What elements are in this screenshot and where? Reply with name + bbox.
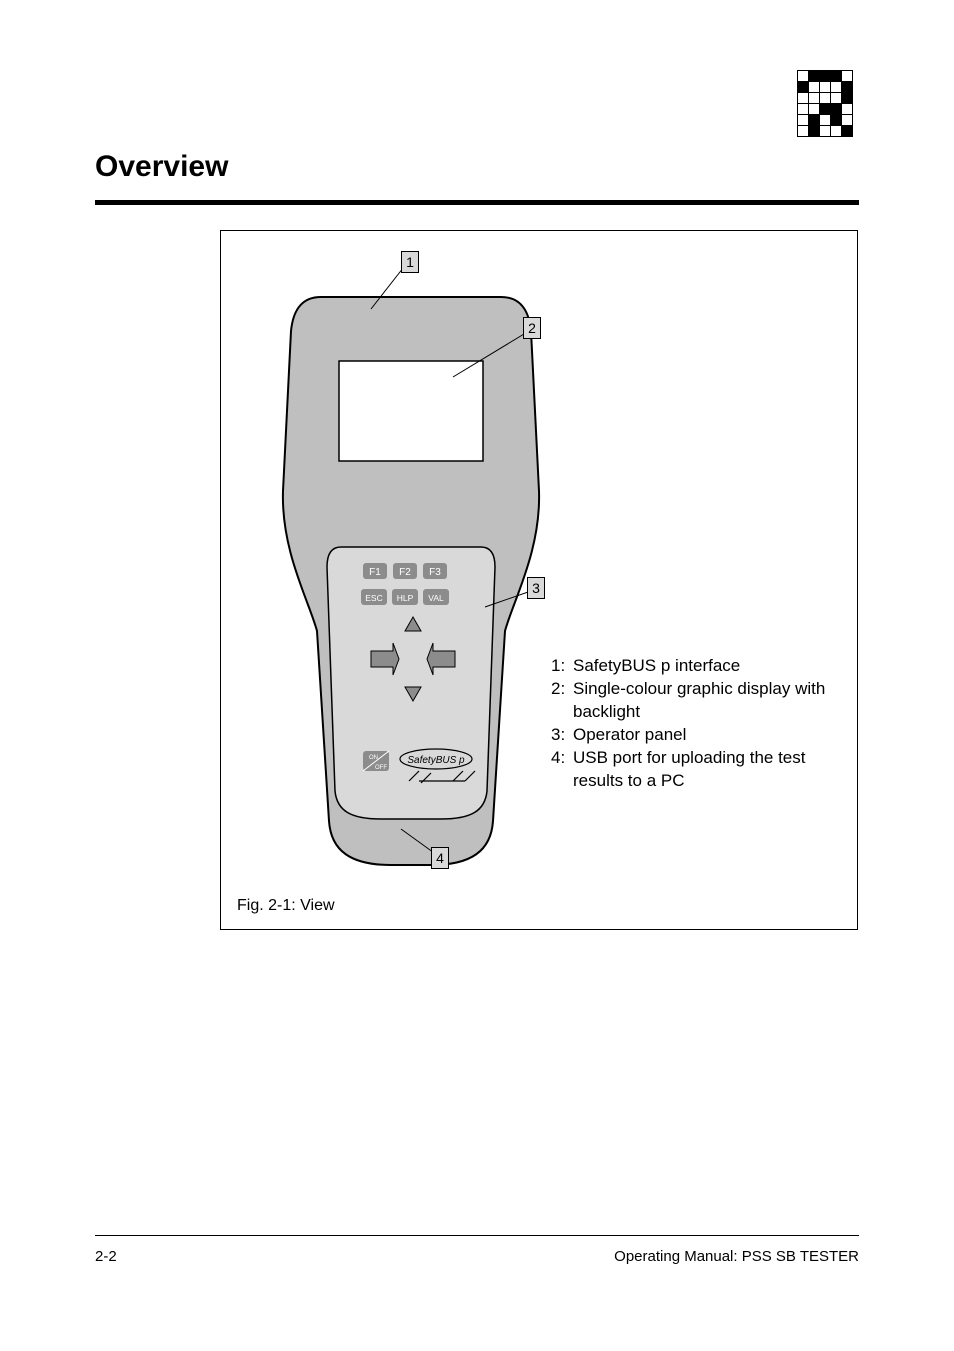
callout-4: 4 xyxy=(431,847,449,869)
legend-2-num: 2: xyxy=(551,678,573,724)
title-underline xyxy=(95,200,859,205)
key-val-label: VAL xyxy=(428,593,444,603)
page-number: 2-2 xyxy=(95,1248,117,1265)
leader-line-2 xyxy=(451,329,531,379)
key-f2-label: F2 xyxy=(399,567,411,578)
legend-4-text: USB port for uploading the test results … xyxy=(573,747,853,793)
figure-caption: Fig. 2-1: View xyxy=(237,897,335,915)
key-esc-label: ESC xyxy=(365,593,382,603)
key-hlp-label: HLP xyxy=(397,593,414,603)
legend-2-text: Single-colour graphic display with backl… xyxy=(573,678,843,724)
brand-label: SafetyBUS p xyxy=(407,755,465,766)
brand-logo xyxy=(797,70,854,138)
onoff-off-label: OFF xyxy=(375,765,387,771)
legend-3-num: 3: xyxy=(551,724,573,747)
page-title: Overview xyxy=(95,150,228,184)
legend-list: 1: SafetyBUS p interface 2: Single-colou… xyxy=(551,655,853,793)
legend-1-num: 1: xyxy=(551,655,573,678)
callout-1: 1 xyxy=(401,251,419,273)
legend-1-text: SafetyBUS p interface xyxy=(573,655,740,678)
legend-3-text: Operator panel xyxy=(573,724,686,747)
key-f3-label: F3 xyxy=(429,567,441,578)
footer-doc-title: Operating Manual: PSS SB TESTER xyxy=(614,1248,859,1265)
leader-line-3 xyxy=(483,589,533,609)
key-f1-label: F1 xyxy=(369,567,381,578)
figure-box: F1 F2 F3 ESC HLP VAL ON OFF xyxy=(220,230,858,930)
callout-3: 3 xyxy=(527,577,545,599)
callout-2: 2 xyxy=(523,317,541,339)
onoff-on-label: ON xyxy=(369,755,378,761)
page-footer: 2-2 Operating Manual: PSS SB TESTER xyxy=(95,1235,859,1236)
legend-4-num: 4: xyxy=(551,747,573,793)
